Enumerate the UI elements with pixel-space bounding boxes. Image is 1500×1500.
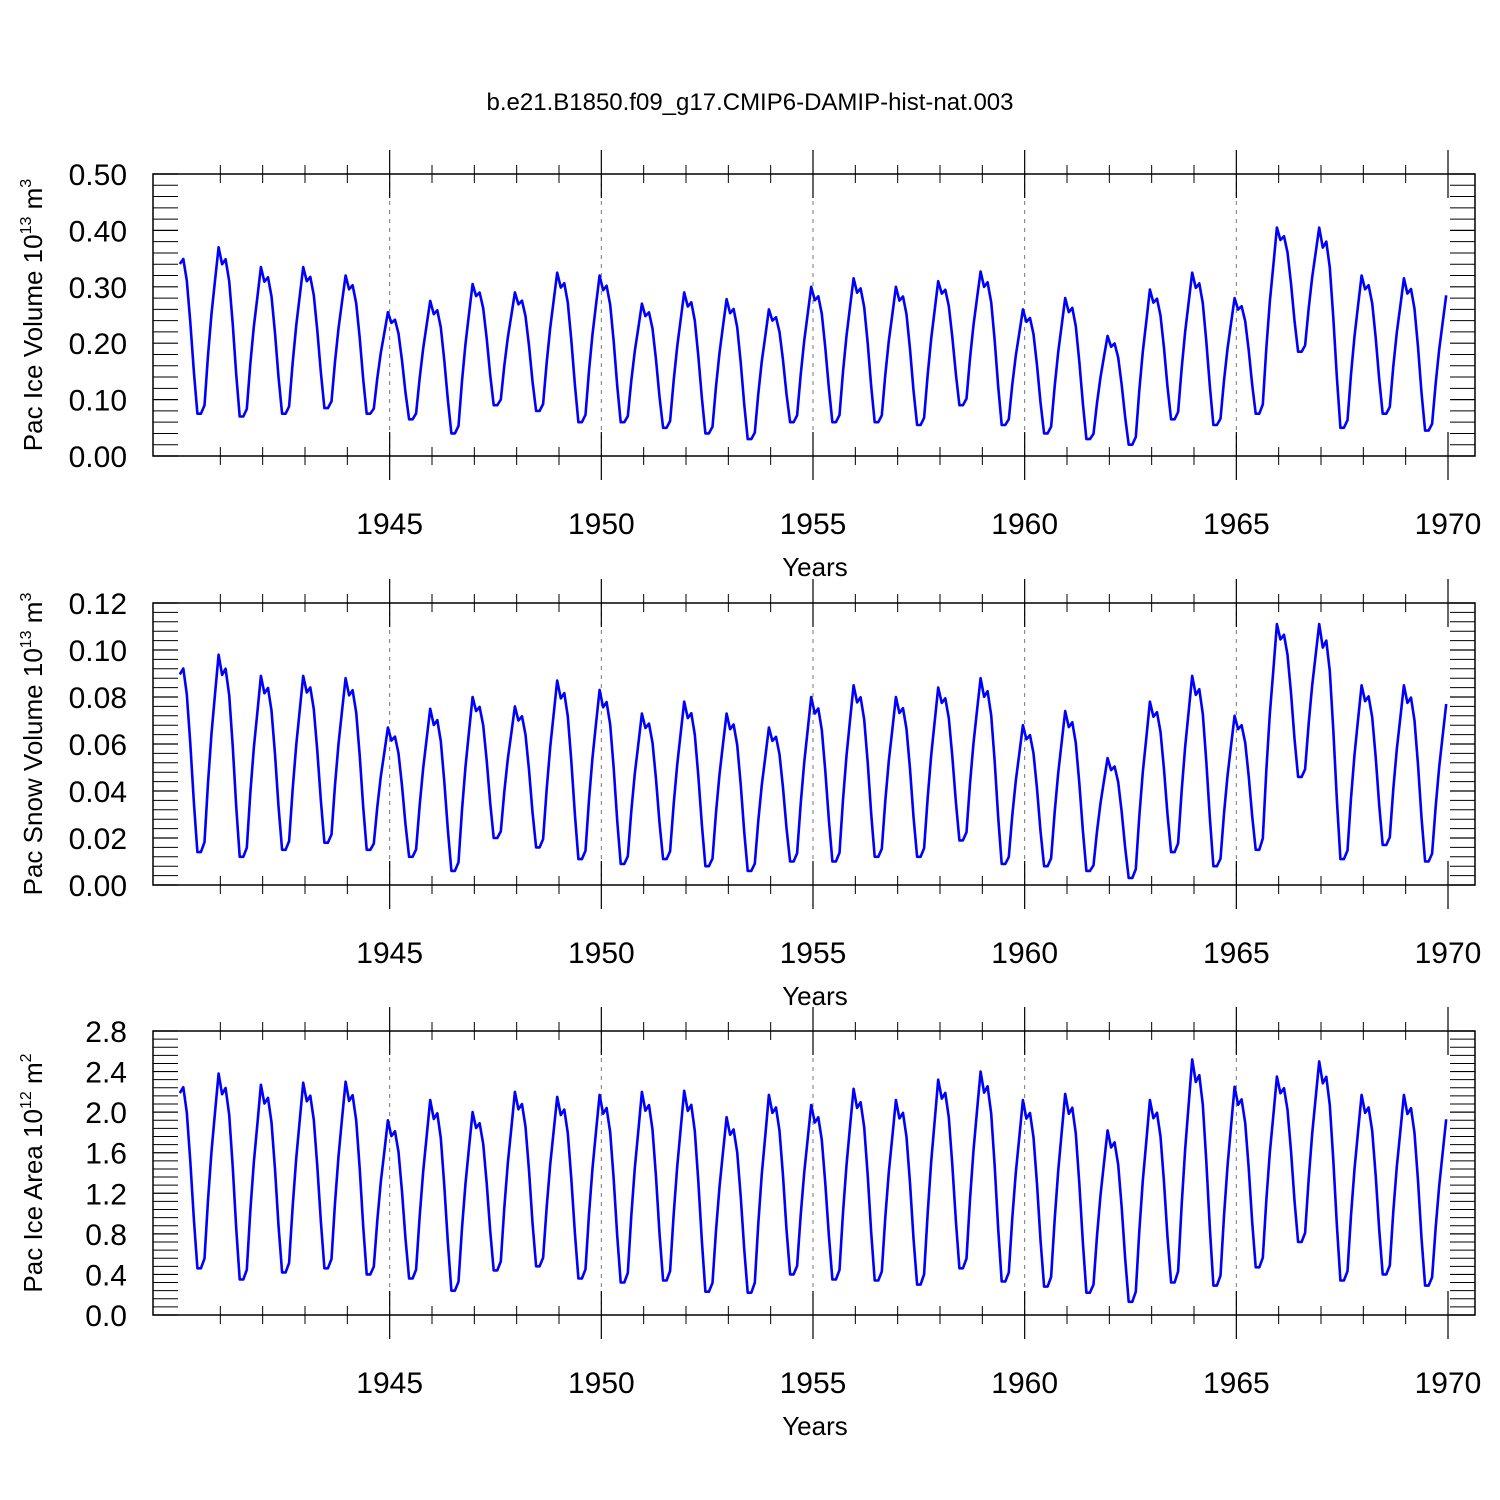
y-axis-label-exponent: 12 [18, 1091, 35, 1109]
x-tick-label-1945: 1945 [356, 1367, 423, 1400]
y-axis-label-unit-exponent: 3 [18, 179, 35, 188]
x-tick-label-1970: 1970 [1415, 508, 1482, 541]
plot-frame [152, 602, 1476, 886]
y-tick-label-0.06: 0.06 [69, 729, 127, 762]
y-axis-label-unit-exponent: 2 [18, 1053, 35, 1062]
y-axis-label-unit: m [18, 602, 48, 631]
y-axis-label-text: Pac Ice Area 10 [18, 1109, 48, 1293]
y-axis-label-text: Pac Snow Volume 10 [18, 648, 48, 895]
x-tick-label-1960: 1960 [991, 1367, 1058, 1400]
y-tick-label-0.10: 0.10 [69, 635, 127, 668]
panel-2: 1945 1950 1955 1960 1965 1970 Years 0.00 0.02 0.0… [18, 579, 1481, 1011]
x-tick-label-1955: 1955 [780, 937, 847, 970]
y-axis-label-text: Pac Ice Volume 10 [18, 234, 48, 451]
x-axis-label: Years [782, 552, 848, 582]
y-axis-label-unit-exponent: 3 [18, 593, 35, 602]
y-tick-label-1.6: 1.6 [85, 1138, 127, 1171]
y-axis-label-unit: m [18, 1062, 48, 1091]
x-tick-label-1955: 1955 [780, 508, 847, 541]
y-tick-label-0.4: 0.4 [85, 1259, 127, 1292]
x-tick-label-1965: 1965 [1203, 937, 1270, 970]
x-tick-label-1965: 1965 [1203, 508, 1270, 541]
series-line-1 [178, 226, 1448, 446]
panel-1: 1945 1950 1955 1960 1965 1970 Years 0.00 0.10 0.2… [18, 150, 1481, 582]
y-axis-label: Pac Snow Volume 1013 m3 [18, 593, 48, 896]
plot-frame [152, 173, 1476, 457]
x-axis-label: Years [782, 981, 848, 1011]
y-tick-label-0.00: 0.00 [69, 441, 127, 474]
y-axis-label: Pac Ice Volume 1013 m3 [18, 179, 48, 452]
y-axis-label: Pac Ice Area 1012 m2 [18, 1053, 48, 1292]
x-tick-label-1945: 1945 [356, 937, 423, 970]
y-tick-label-0.10: 0.10 [69, 385, 127, 418]
y-tick-label-2.4: 2.4 [85, 1057, 127, 1090]
y-axis-label-exponent: 13 [18, 216, 35, 234]
y-tick-label-0.12: 0.12 [69, 588, 127, 621]
plot-title: b.e21.B1850.f09_g17.CMIP6-DAMIP-hist-nat… [487, 89, 1014, 116]
y-tick-label-0.20: 0.20 [69, 328, 127, 361]
x-tick-label-1950: 1950 [568, 937, 635, 970]
x-axis-label: Years [782, 1411, 848, 1441]
y-tick-label-2.0: 2.0 [85, 1097, 127, 1130]
y-tick-label-1.2: 1.2 [85, 1178, 127, 1211]
y-tick-label-2.8: 2.8 [85, 1016, 127, 1049]
x-tick-label-1960: 1960 [991, 937, 1058, 970]
y-tick-label-0.40: 0.40 [69, 215, 127, 248]
panels: 1945 1950 1955 1960 1965 1970 Years 0.00 0.10 0.2… [18, 150, 1481, 1441]
panel-3: 1945 1950 1955 1960 1965 1970 Years 0.0 0.4 0.8 1.… [18, 1007, 1481, 1441]
y-axis-label-exponent: 13 [18, 630, 35, 648]
x-tick-label-1970: 1970 [1415, 1367, 1482, 1400]
y-tick-label-0.08: 0.08 [69, 682, 127, 715]
y-tick-label-0.0: 0.0 [85, 1300, 127, 1333]
y-axis-label-unit: m [18, 188, 48, 217]
y-tick-label-0.8: 0.8 [85, 1219, 127, 1252]
plot-frame [152, 1030, 1476, 1316]
x-tick-label-1960: 1960 [991, 508, 1058, 541]
y-tick-label-0.04: 0.04 [69, 776, 127, 809]
x-tick-label-1955: 1955 [780, 1367, 847, 1400]
x-tick-label-1970: 1970 [1415, 937, 1482, 970]
y-tick-label-0.50: 0.50 [69, 159, 127, 192]
x-tick-label-1950: 1950 [568, 1367, 635, 1400]
series-line-1 [178, 1058, 1448, 1304]
series-line-1 [178, 622, 1448, 880]
x-tick-label-1965: 1965 [1203, 1367, 1270, 1400]
y-tick-label-0.30: 0.30 [69, 272, 127, 305]
x-tick-label-1950: 1950 [568, 508, 635, 541]
y-tick-label-0.02: 0.02 [69, 823, 127, 856]
x-tick-label-1945: 1945 [356, 508, 423, 541]
y-tick-label-0.00: 0.00 [69, 870, 127, 903]
